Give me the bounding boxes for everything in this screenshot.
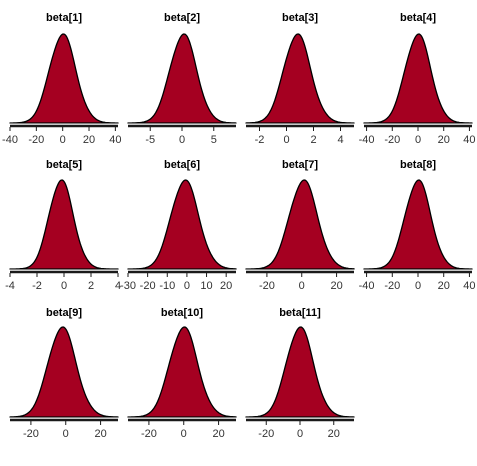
panel-beta-1: beta[1] -40 -20 0 20 40 [2,12,121,146]
panel-beta-7: beta[7] -20 0 20 [245,159,355,292]
x-tick-label: 4 [337,134,343,146]
panel-title: beta[5] [46,159,82,171]
density-area [9,33,119,124]
x-tick-label: 0 [179,134,185,146]
x-tick-label: 0 [299,280,305,292]
panel-beta-8: beta[8] -40 -20 0 20 40 [359,159,476,292]
density-area [363,33,473,124]
panel-beta-9: beta[9] -20 0 20 [9,307,119,440]
panel-beta-2: beta[2] -5 0 5 [127,12,237,146]
x-tick-label: -2 [32,280,42,292]
x-tick-label: 2 [310,134,316,146]
x-tick-label: 40 [463,280,475,292]
x-tick-label: 0 [415,280,421,292]
x-tick-label: -20 [28,134,44,146]
x-tick-label: 20 [94,428,106,440]
density-area [9,179,119,270]
panel-title: beta[10] [161,307,204,319]
x-tick-label: -2 [255,134,265,146]
x-tick-label: 0 [415,134,421,146]
x-tick-label: -20 [141,428,157,440]
panel-title: beta[9] [46,307,82,319]
panel-title: beta[7] [282,159,318,171]
panel-beta-3: beta[3] -2 0 2 4 [245,12,355,146]
panel-beta-11: beta[11] -20 0 20 [245,307,355,440]
panel-title: beta[3] [282,12,318,24]
panel-beta-10: beta[10] -20 0 20 [127,307,237,440]
x-tick-label: 40 [463,134,475,146]
x-tick-label: 0 [184,280,190,292]
x-tick-label: 4 [115,280,121,292]
x-tick-label: 0 [283,134,289,146]
x-tick-label: -20 [23,428,39,440]
density-area [127,33,237,124]
panel-title: beta[1] [46,12,82,24]
panel-title: beta[6] [164,159,200,171]
x-tick-label: 20 [83,134,95,146]
x-tick-label: -20 [384,280,400,292]
x-tick-label: 0 [63,428,69,440]
density-area [245,326,355,418]
x-tick-label: -10 [159,280,175,292]
x-tick-label: -20 [258,428,274,440]
density-area [127,179,237,270]
panel-title: beta[11] [279,307,321,319]
x-tick-label: 40 [109,134,121,146]
x-tick-label: -40 [359,134,375,146]
density-area [9,326,119,418]
x-tick-label: -20 [140,280,156,292]
x-tick-label: 20 [438,134,450,146]
x-tick-label: -5 [145,134,155,146]
panel-title: beta[8] [400,159,436,171]
x-tick-label: 20 [328,428,340,440]
x-tick-label: -4 [5,280,15,292]
x-tick-label: 20 [438,280,450,292]
x-tick-label: 5 [211,134,217,146]
x-tick-label: 0 [60,134,66,146]
density-area [363,179,473,270]
density-area [245,179,355,270]
x-tick-label: 20 [220,280,232,292]
panel-beta-5: beta[5] -4 -2 0 2 4 [5,159,121,292]
x-tick-label: 20 [330,280,342,292]
panel-title: beta[2] [164,12,200,24]
density-area [127,326,237,418]
panel-beta-6: beta[6] -30 -20 -10 0 10 20 [120,159,237,292]
x-tick-label: 10 [200,280,212,292]
x-tick-label: -40 [2,134,18,146]
x-tick-label: 0 [61,280,67,292]
x-tick-label: 0 [181,428,187,440]
x-tick-label: 2 [88,280,94,292]
x-tick-label: -30 [120,280,136,292]
density-area [245,33,355,124]
x-tick-label: -20 [384,134,400,146]
x-tick-label: -40 [359,280,375,292]
x-tick-label: -20 [259,280,275,292]
panel-beta-4: beta[4] -40 -20 0 20 40 [359,12,476,146]
panel-title: beta[4] [400,12,436,24]
x-tick-label: 20 [212,428,224,440]
x-tick-label: 0 [297,428,303,440]
